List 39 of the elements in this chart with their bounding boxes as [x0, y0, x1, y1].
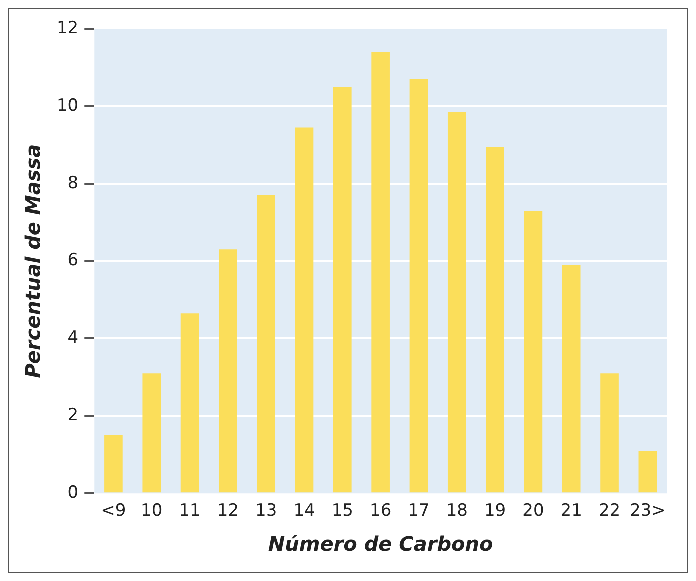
bar	[372, 52, 390, 493]
y-tick-label: 2	[68, 406, 79, 426]
y-tick-label: 10	[56, 96, 79, 116]
bar	[524, 210, 543, 493]
x-axis-title: Número de Carbono	[268, 532, 494, 556]
x-tick-label: 11	[179, 501, 201, 522]
x-tick-label: 17	[408, 501, 430, 522]
x-tick-label: 23>	[630, 501, 666, 522]
x-tick-label: 14	[294, 501, 316, 522]
bar	[448, 112, 466, 493]
y-tick-label: 4	[68, 328, 79, 348]
bar	[562, 265, 581, 493]
bar	[410, 79, 428, 493]
x-tick-label: 21	[560, 501, 582, 522]
bar	[219, 250, 238, 493]
y-axis-title: Percentual de Massa	[21, 144, 46, 378]
x-tick-label: 13	[256, 501, 278, 522]
x-tick-label: 18	[446, 501, 468, 522]
x-tick-label: 16	[370, 501, 392, 522]
bar	[486, 147, 504, 493]
x-tick-label: <9	[101, 501, 126, 522]
bar	[600, 374, 619, 493]
bar	[142, 374, 162, 493]
bar	[295, 128, 314, 493]
bar	[638, 451, 658, 493]
x-tick-label: 22	[598, 501, 621, 522]
bar	[334, 87, 352, 493]
y-tick-label: 6	[68, 250, 79, 271]
y-tick-label: 8	[68, 173, 79, 194]
y-tick-label: 12	[56, 18, 79, 38]
x-tick-label: 20	[522, 501, 544, 522]
x-tick-label: 19	[484, 501, 506, 522]
x-tick-label: 15	[332, 501, 354, 522]
y-tick-label: 0	[68, 483, 79, 504]
bar	[180, 314, 200, 493]
bar	[104, 436, 123, 493]
bar	[257, 195, 276, 493]
x-tick-label: 10	[141, 501, 163, 522]
x-tick-label: 12	[217, 501, 240, 522]
